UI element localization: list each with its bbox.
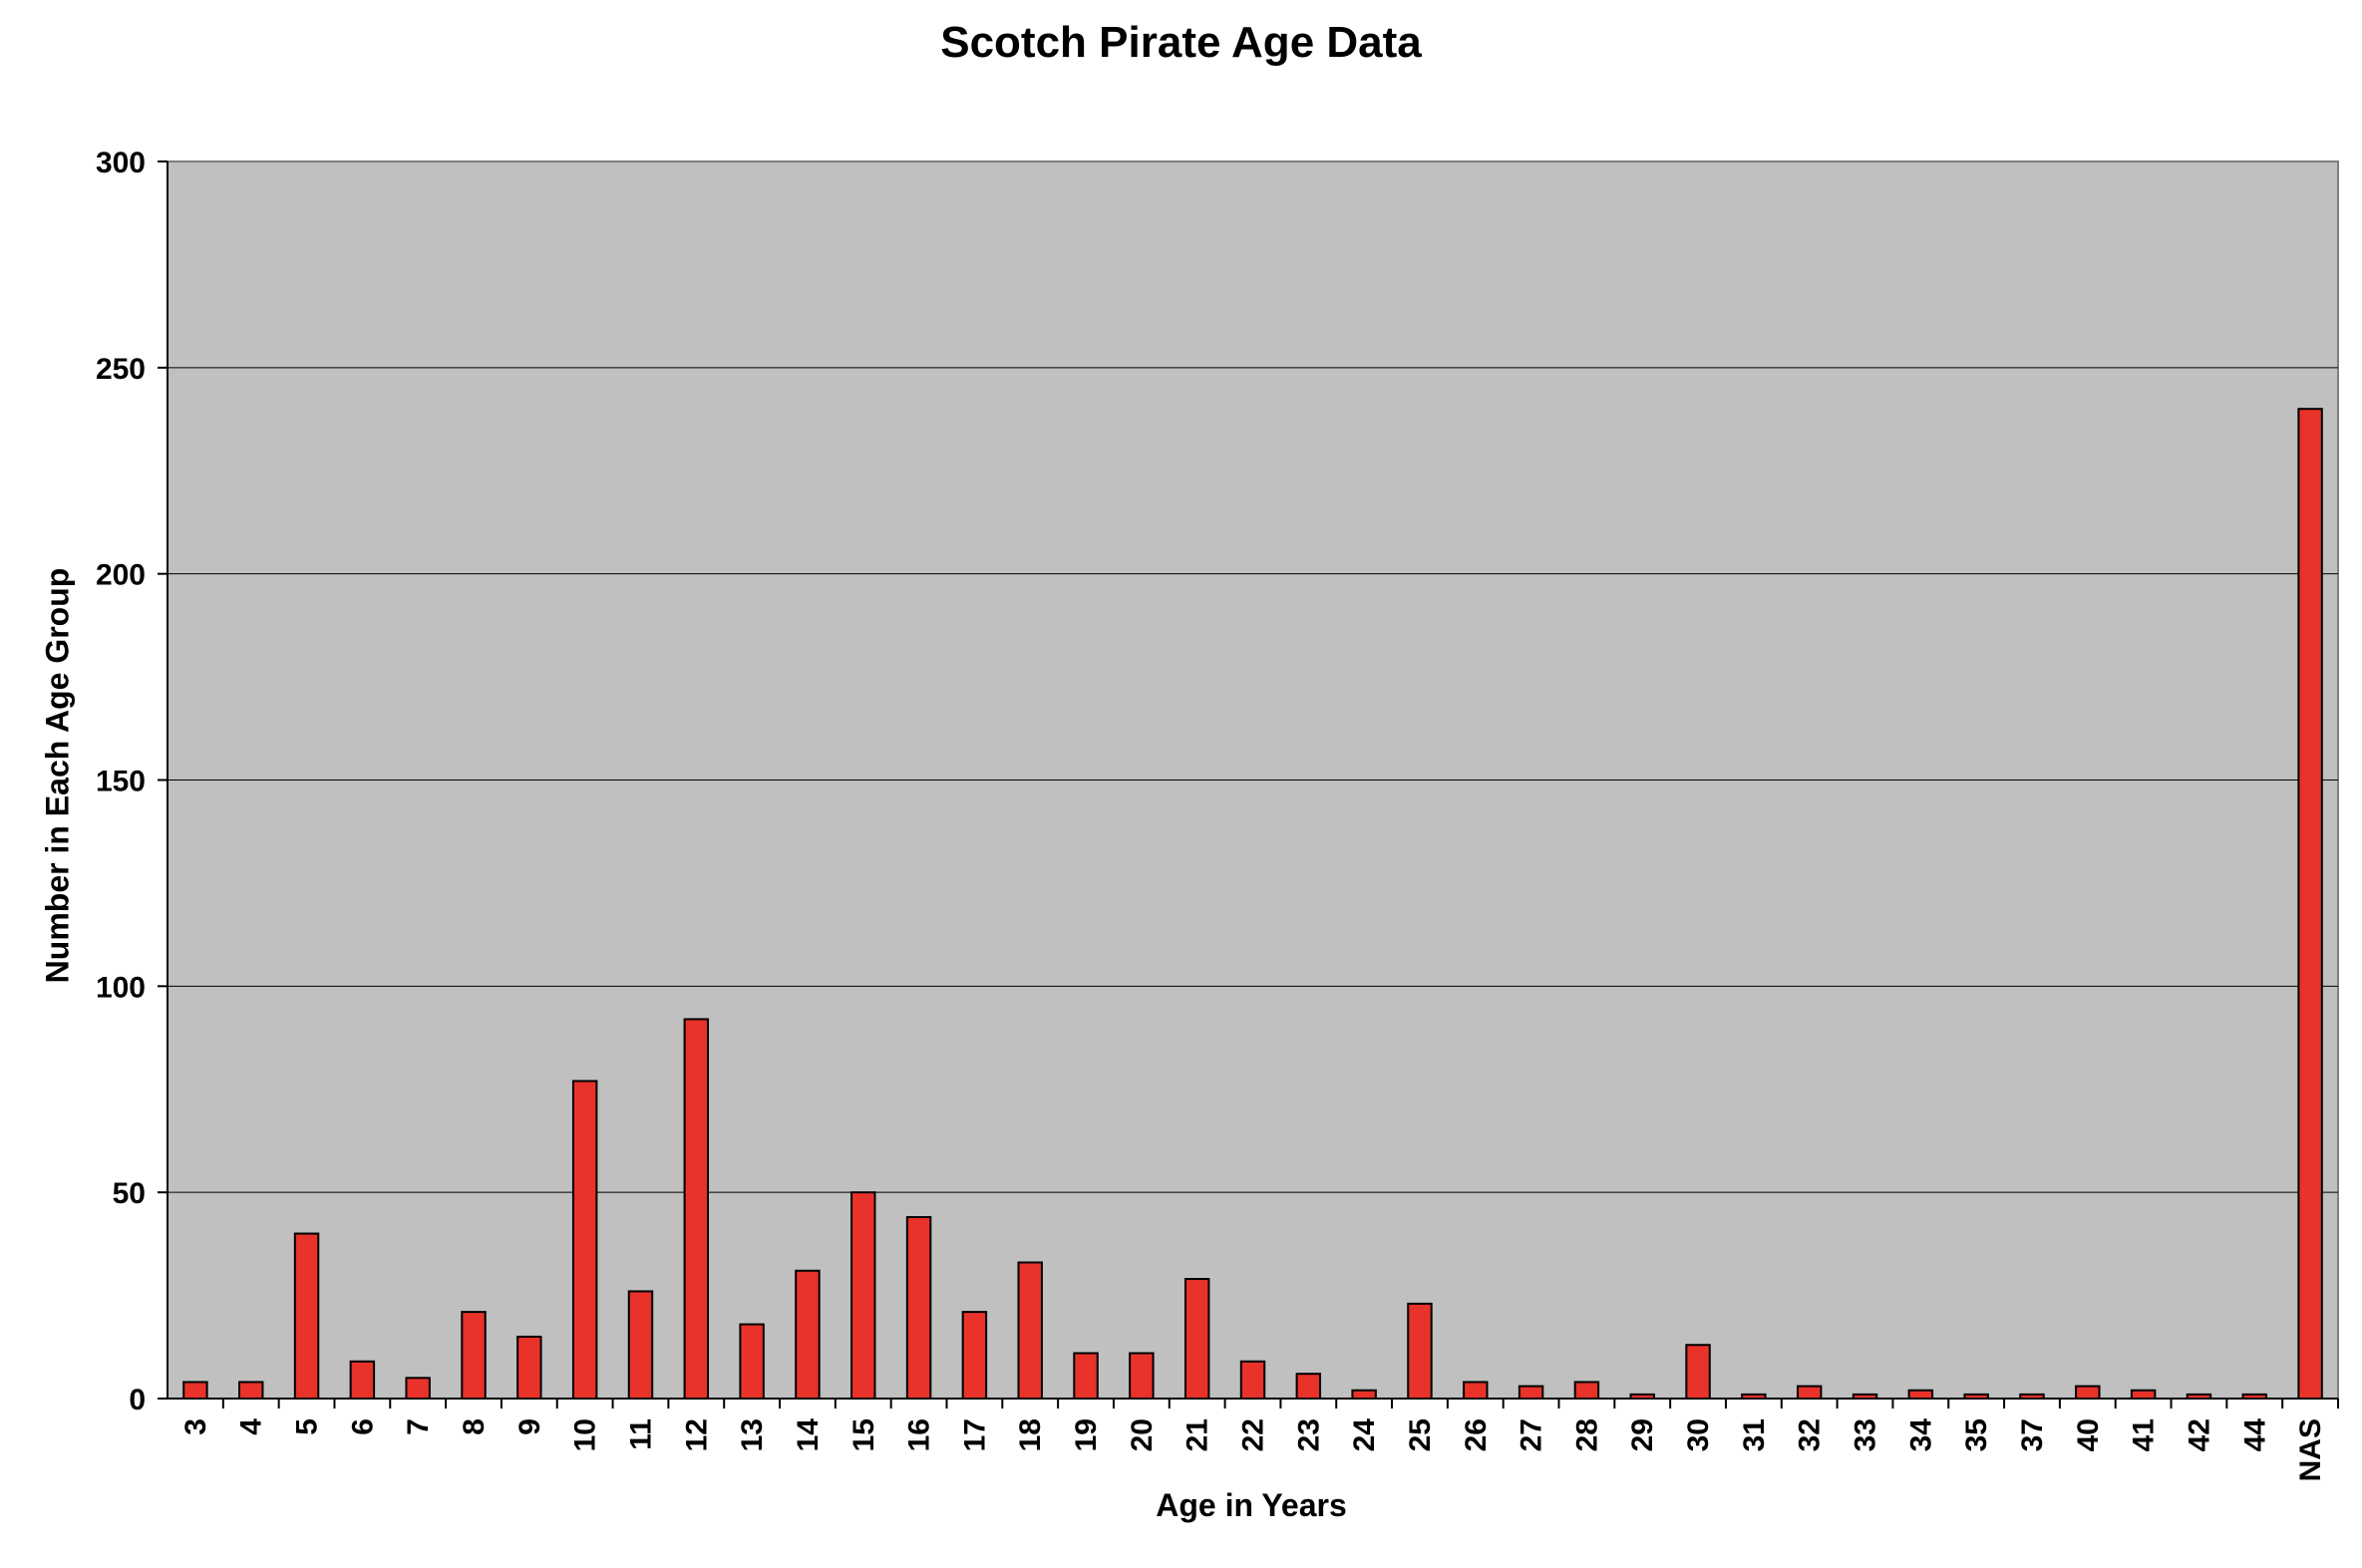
y-tick-label: 200	[96, 559, 146, 592]
x-tick-label: 9	[513, 1418, 546, 1435]
x-tick-label: 7	[402, 1418, 435, 1435]
x-tick-label: 19	[1070, 1418, 1103, 1451]
bar	[1685, 1344, 1711, 1401]
x-tick-label: 25	[1404, 1418, 1437, 1451]
bar	[1073, 1352, 1099, 1401]
x-tick-label: 15	[847, 1418, 880, 1451]
x-tick-label: 8	[458, 1418, 491, 1435]
x-tick-label: 3	[179, 1418, 212, 1435]
x-tick-label: 44	[2238, 1418, 2271, 1452]
x-tick-label: 28	[1570, 1418, 1603, 1451]
bar	[2130, 1389, 2157, 1401]
x-tick-label: 34	[1904, 1418, 1937, 1452]
x-tick-label: 37	[2016, 1418, 2049, 1451]
x-tick-label: 29	[1626, 1418, 1659, 1451]
bar	[2241, 1393, 2267, 1400]
bar	[1351, 1389, 1377, 1401]
x-tick-label: 17	[958, 1418, 991, 1451]
x-tick-label: 4	[235, 1418, 268, 1435]
x-tick-label: 40	[2072, 1418, 2105, 1451]
bar	[349, 1360, 376, 1401]
bar	[1796, 1385, 1823, 1400]
bar	[1129, 1352, 1155, 1401]
bar	[1963, 1393, 1989, 1400]
y-tick-label: 50	[113, 1177, 146, 1210]
x-axis-title: Age in Years	[1156, 1487, 1347, 1523]
x-tick-label: 23	[1292, 1418, 1325, 1451]
bar	[1629, 1393, 1655, 1400]
bar	[405, 1377, 431, 1400]
x-tick-label: 12	[680, 1418, 713, 1451]
x-tick-label: 18	[1014, 1418, 1047, 1451]
bar	[1741, 1393, 1767, 1400]
y-tick-label: 300	[96, 147, 146, 179]
x-tick-label: 32	[1794, 1418, 1827, 1451]
x-tick-label: 33	[1850, 1418, 1882, 1451]
bar	[1183, 1278, 1210, 1400]
bar	[1017, 1261, 1043, 1400]
x-tick-label: 30	[1682, 1418, 1715, 1451]
x-tick-label: 14	[792, 1418, 825, 1452]
bar	[1573, 1381, 1600, 1401]
bar	[182, 1381, 208, 1401]
x-tick-label: 11	[624, 1418, 657, 1450]
x-tick-label: 10	[569, 1418, 602, 1451]
bar	[1239, 1360, 1266, 1401]
x-tick-label: 31	[1738, 1418, 1771, 1451]
x-tick-label: 26	[1460, 1418, 1493, 1451]
bar	[293, 1232, 320, 1400]
bar	[1463, 1381, 1489, 1401]
bar	[2075, 1385, 2101, 1400]
x-tick-label: 5	[291, 1418, 324, 1435]
chart-title: Scotch Pirate Age Data	[940, 18, 1422, 67]
y-tick-label: 0	[129, 1384, 146, 1416]
x-tick-label: NAS	[2294, 1418, 2327, 1481]
y-tick-label: 250	[96, 353, 146, 386]
x-tick-label: 24	[1348, 1418, 1381, 1452]
x-tick-label: 27	[1516, 1418, 1548, 1451]
x-tick-label: 13	[736, 1418, 769, 1451]
x-tick-label: 20	[1126, 1418, 1159, 1451]
x-tick-label: 6	[346, 1418, 379, 1435]
bar	[1295, 1373, 1322, 1401]
bar	[1907, 1389, 1934, 1401]
x-tick-label: 42	[2183, 1418, 2215, 1451]
bar	[2186, 1393, 2212, 1400]
bar	[905, 1215, 932, 1401]
x-tick-label: 22	[1237, 1418, 1270, 1451]
bar	[516, 1335, 542, 1400]
bar	[739, 1323, 765, 1401]
bar	[795, 1269, 821, 1400]
bar	[627, 1290, 654, 1400]
y-tick-label: 100	[96, 971, 146, 1004]
bar	[961, 1311, 988, 1401]
bar	[1518, 1385, 1544, 1400]
y-tick-label: 150	[96, 766, 146, 798]
x-tick-label: 21	[1181, 1418, 1214, 1451]
bar	[683, 1018, 710, 1401]
bar	[2019, 1393, 2045, 1400]
bar	[2297, 408, 2323, 1400]
bar	[850, 1191, 876, 1400]
x-tick-label: 35	[1960, 1418, 1993, 1451]
x-tick-label: 16	[903, 1418, 936, 1451]
bar	[238, 1381, 264, 1401]
x-tick-label: 41	[2128, 1418, 2161, 1451]
bar	[571, 1080, 598, 1401]
bar	[1407, 1302, 1433, 1401]
bar	[1852, 1393, 1878, 1400]
bar	[461, 1311, 487, 1401]
